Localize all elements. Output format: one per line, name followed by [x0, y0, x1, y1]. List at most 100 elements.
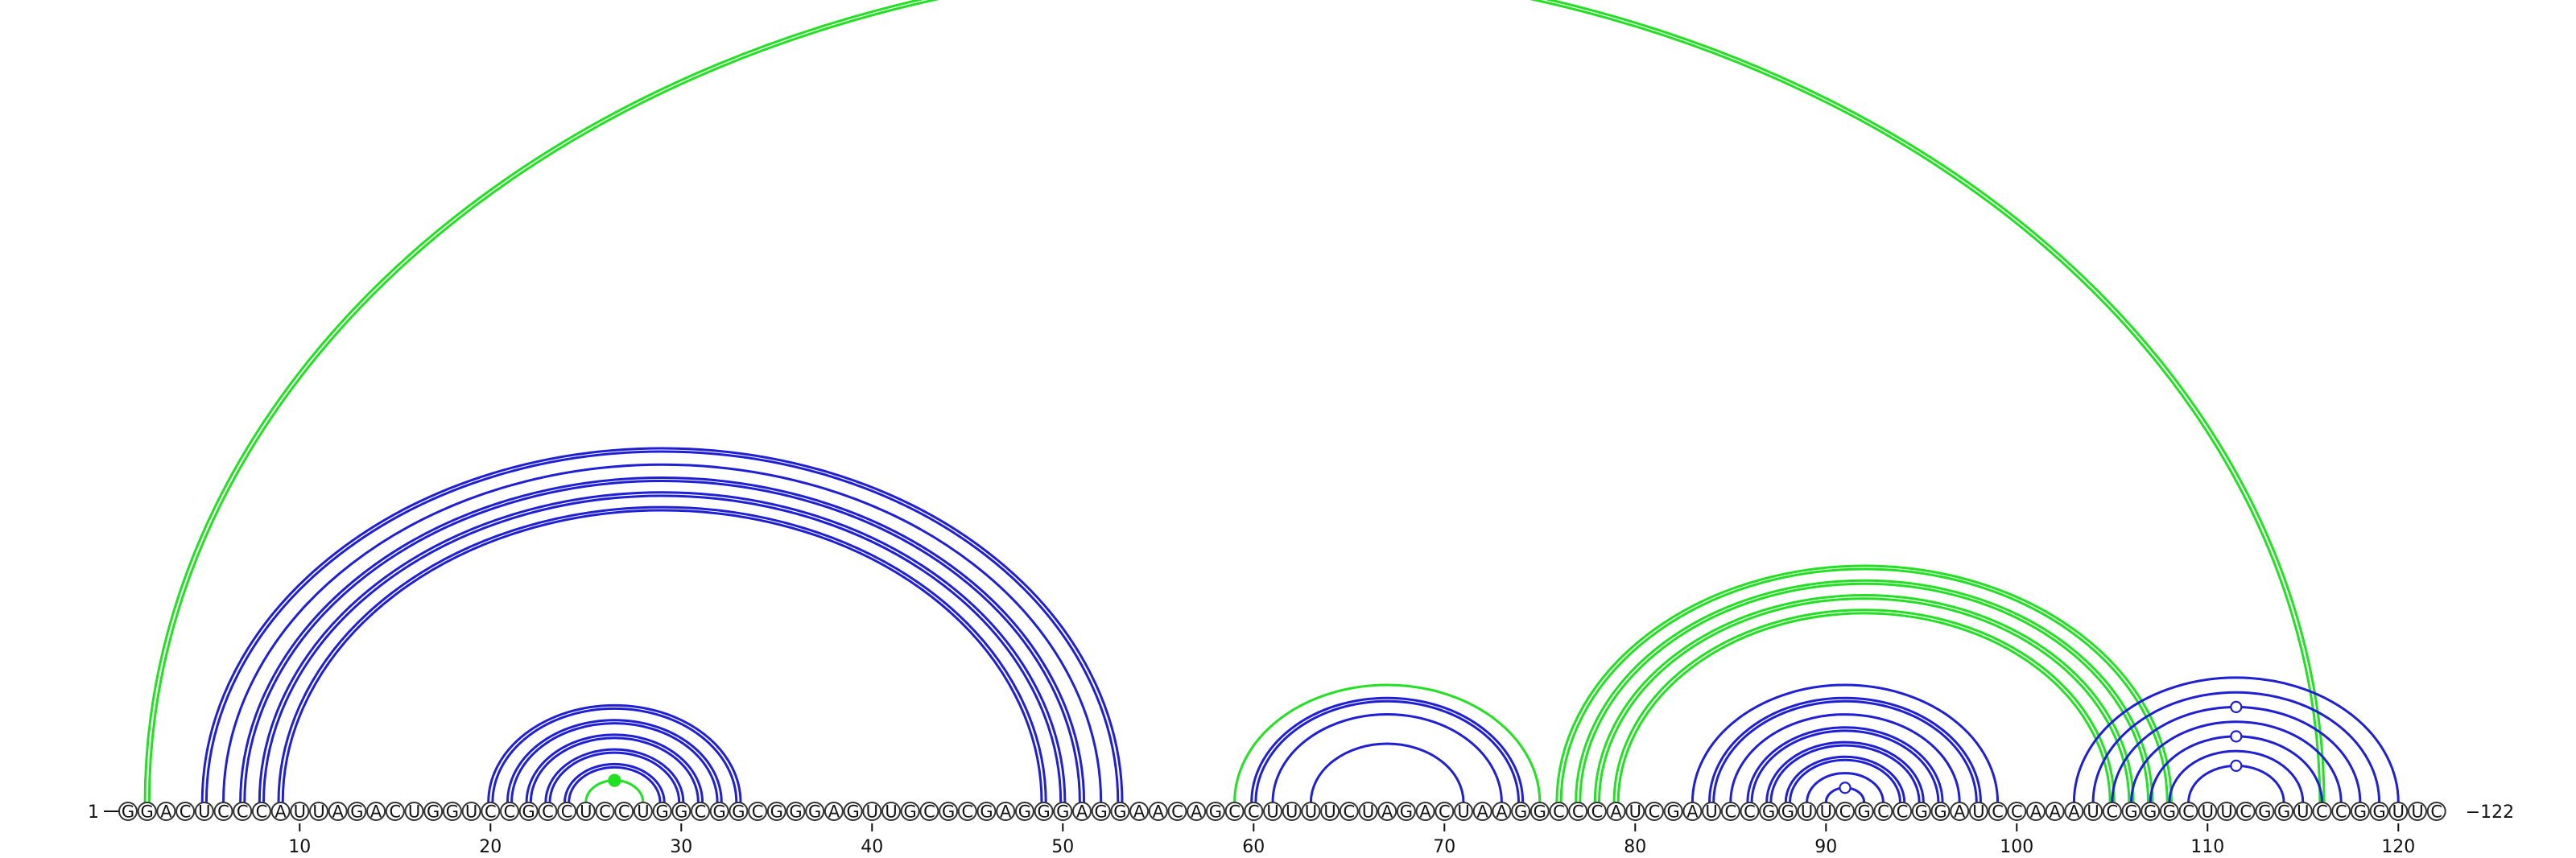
nucleotide-letter-3: A: [160, 802, 172, 822]
nucleotide-47: [996, 802, 1016, 821]
nucleotide-letter-27: C: [618, 802, 630, 822]
nucleotide-letter-16: U: [408, 802, 420, 822]
nucleotide-letter-116: C: [2316, 802, 2328, 822]
nucleotide-70: [1435, 802, 1455, 821]
pair-arc-106-117: [2130, 720, 2343, 803]
nucleotide-35: [766, 802, 786, 821]
nucleotide-letter-62: U: [1286, 802, 1298, 822]
nucleotide-25: [576, 802, 596, 821]
nucleotide-letter-89: U: [1801, 802, 1813, 822]
pair-arc-87-95-strand-2: [1765, 740, 1925, 803]
nucleotide-letter-78: C: [1591, 802, 1604, 822]
nucleotide-letter-75: G: [1534, 802, 1546, 822]
nucleotide-letter-56: C: [1171, 802, 1183, 822]
nucleotide-letter-81: C: [1649, 802, 1661, 822]
tick-label-70: 70: [1433, 837, 1455, 857]
pair-arc-76-108-strand-1: [1559, 567, 2169, 803]
nucleotide-letter-58: G: [1209, 802, 1222, 822]
nucleotide-112: [2235, 802, 2256, 821]
nucleotide-letter-33: G: [732, 802, 745, 822]
pair-arc-20-33-strand-2: [487, 703, 742, 803]
nucleotide-121: [2408, 802, 2427, 821]
tick-label-40: 40: [861, 837, 883, 857]
nucleotide-letter-90: U: [1820, 802, 1832, 822]
nucleotide-letter-38: A: [828, 802, 840, 822]
sequence-start-label: 1: [88, 802, 99, 823]
arc-markers: [608, 700, 2243, 794]
nucleotide-letter-64: U: [1323, 802, 1335, 822]
nucleotide-118: [2350, 802, 2370, 821]
pair-arc-83-99: [1690, 683, 2000, 803]
pair-arc-7-51-strand-2: [239, 476, 1086, 803]
nucleotide-115: [2293, 802, 2313, 821]
nucleotide-letter-114: G: [2277, 802, 2290, 822]
nucleotide-98: [1968, 802, 1988, 821]
nucleotide-letter-48: G: [1018, 802, 1031, 822]
nucleotide-letter-32: G: [713, 802, 726, 822]
nucleotide-letter-109: C: [2182, 802, 2194, 822]
nucleotide-93: [1873, 802, 1893, 821]
nucleotide-letter-24: C: [561, 802, 573, 822]
nucleotide-letter-115: U: [2297, 802, 2309, 822]
nucleotide-letter-10: U: [294, 802, 306, 822]
nucleotide-56: [1167, 802, 1187, 821]
pair-arc-108-115: [2168, 749, 2305, 803]
nucleotide-letter-122: C: [2430, 802, 2442, 822]
tick-label-10: 10: [288, 837, 311, 857]
tick-label-80: 80: [1624, 837, 1646, 857]
nucleotide-108: [2159, 802, 2179, 821]
nucleotide-letter-87: G: [1762, 802, 1775, 822]
pair-arc-88-94-strand-2: [1784, 755, 1906, 803]
nucleotide-letter-7: C: [237, 802, 249, 822]
pair-arc-6-52: [222, 463, 1103, 803]
nucleotide-82: [1663, 802, 1683, 821]
nucleotide-letter-15: C: [389, 802, 401, 822]
nucleotide-letter-94: C: [1897, 802, 1909, 822]
nucleotide-letter-68: G: [1400, 802, 1413, 822]
nucleotide-88: [1777, 802, 1798, 821]
nucleotide-letter-104: U: [2087, 802, 2099, 822]
nucleotide-letter-108: G: [2163, 802, 2176, 822]
nucleotide-6: [213, 802, 233, 821]
nucleotide-119: [2369, 802, 2389, 821]
pair-arc-59-75: [1233, 683, 1542, 803]
nucleotide-letter-37: G: [808, 802, 821, 822]
nucleotide-letter-29: G: [655, 802, 668, 822]
pair-arc-9-49-strand-2: [277, 505, 1047, 803]
nucleotide-letter-28: U: [637, 802, 649, 822]
nucleotide-11: [309, 802, 328, 821]
nucleotide-letter-111: U: [2220, 802, 2232, 822]
nucleotide-73: [1492, 802, 1512, 821]
nucleotide-16: [404, 802, 424, 821]
pair-arc-88-94-strand-1: [1789, 758, 1901, 803]
nucleotide-18: [442, 802, 462, 821]
nucleotide-letter-71: U: [1457, 802, 1469, 822]
nucleotide-24: [557, 802, 577, 821]
nucleotide-66: [1358, 802, 1378, 821]
nucleotide-9: [270, 802, 291, 821]
nucleotide-101: [2026, 802, 2046, 821]
nucleotide-31: [691, 802, 710, 821]
nucleotide-44: [939, 802, 959, 821]
nucleotide-69: [1415, 802, 1435, 821]
nucleotide-letter-74: G: [1514, 802, 1527, 822]
nucleotide-33: [729, 802, 749, 821]
nucleotide-2: [137, 802, 157, 821]
nucleotide-48: [1014, 802, 1034, 821]
nucleotide-79: [1606, 802, 1626, 821]
nucleotide-97: [1950, 802, 1970, 821]
pair-arc-78-106-strand-1: [1598, 597, 2131, 803]
nucleotide-letter-19: U: [465, 802, 477, 822]
pair-arc-60-74-strand-1: [1254, 699, 1520, 803]
nucleotide-letter-34: C: [752, 802, 764, 822]
nucleotide-105: [2102, 802, 2122, 821]
nucleotide-letter-101: A: [2030, 802, 2042, 822]
pair-arc-77-107-strand-1: [1579, 582, 2150, 803]
nucleotide-letter-44: G: [942, 802, 955, 822]
nucleotide-77: [1568, 802, 1588, 821]
nucleotide-96: [1930, 802, 1951, 821]
nucleotide-letter-85: C: [1724, 802, 1736, 822]
nucleotide-114: [2274, 802, 2294, 821]
nucleotide-letter-5: U: [198, 802, 210, 822]
